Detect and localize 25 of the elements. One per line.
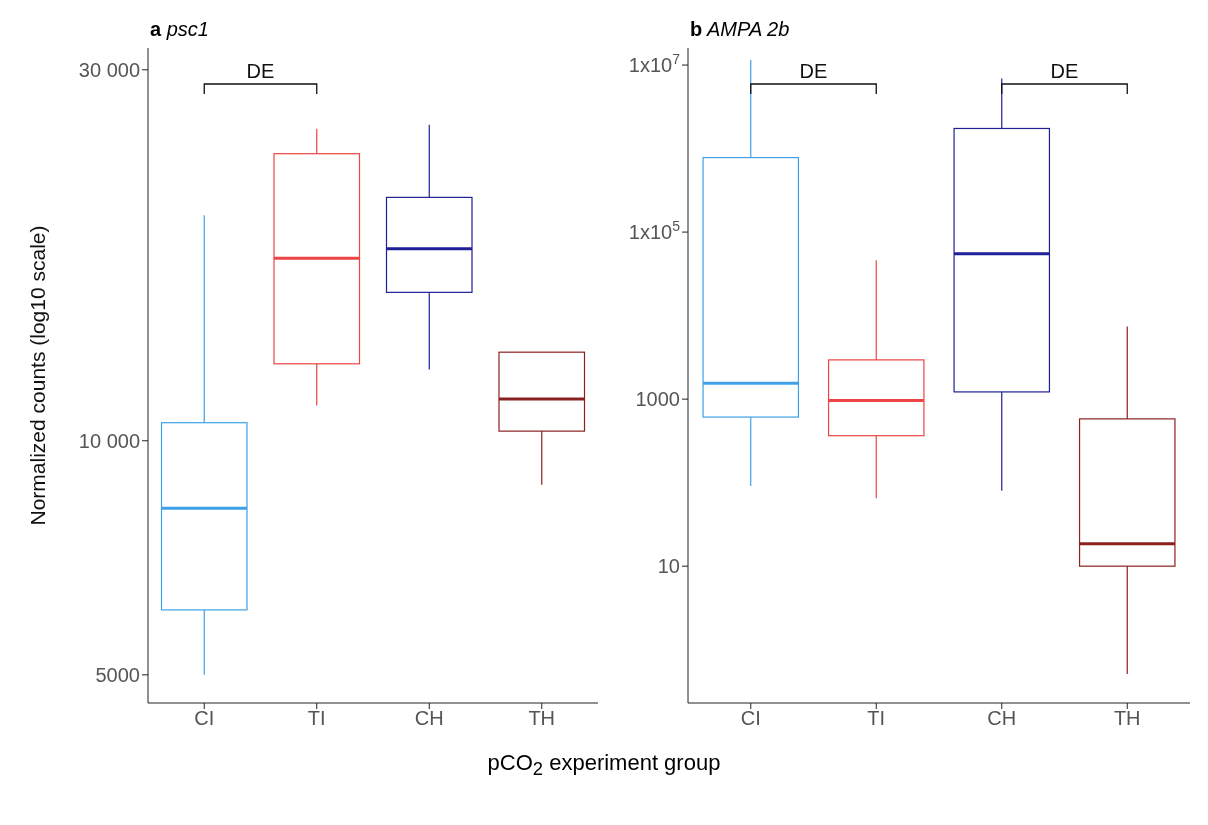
chart-title: b AMPA 2b (690, 18, 790, 40)
significance-bracket: DE (203, 60, 318, 95)
x-tick-label: CH (987, 707, 1017, 730)
x-tick-label: CH (414, 707, 444, 730)
y-tick-label: 1000 (635, 388, 680, 411)
y-tick-label: 10 000 (78, 429, 140, 452)
y-tick-label: 30 000 (78, 58, 140, 81)
x-tick-label: CI (194, 707, 215, 730)
y-tick-label: 5000 (95, 663, 140, 686)
x-tick-label: TI (307, 707, 326, 730)
y-tick-label: 10 (657, 555, 680, 578)
x-tick-label: TH (528, 707, 556, 730)
annotation: DE (1050, 60, 1079, 82)
y-tick-label: 1x10$^{5}$ (628, 218, 681, 244)
y-axis-title: Normalized counts (log10 scale) (26, 225, 50, 526)
significance-bracket: DE (1001, 60, 1128, 95)
significance-bracket: DE (750, 60, 877, 95)
annotation: DE (246, 60, 275, 82)
x-tick-label: TI (867, 707, 886, 730)
x-tick-label: TH (1113, 707, 1141, 730)
x-tick-label: CI (740, 707, 761, 730)
annotation: DE (799, 60, 828, 82)
chart-title: a psc1 (150, 18, 209, 40)
y-tick-label: 1x10$^{7}$ (628, 51, 681, 77)
x-axis-title: pCO$_{2}$ experiment group (486, 750, 722, 781)
